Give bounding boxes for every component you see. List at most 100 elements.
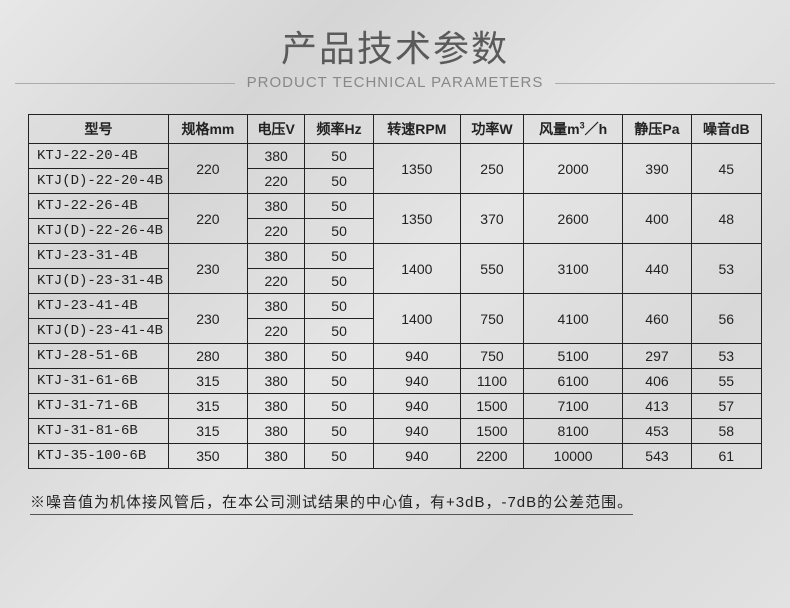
cell-spec: 315	[169, 369, 248, 394]
cell-rpm: 1400	[373, 294, 460, 344]
col-static: 静压Pa	[623, 115, 691, 144]
footnote: ※噪音值为机体接风管后，在本公司测试结果的中心值，有+3dB，-7dB的公差范围…	[30, 477, 633, 515]
cell-noise: 57	[691, 394, 761, 419]
cell-rpm: 940	[373, 369, 460, 394]
table-row: KTJ-28-51-6B28038050940750510029753	[29, 344, 762, 369]
cell-freq: 50	[305, 394, 373, 419]
cell-static: 400	[623, 194, 691, 244]
cell-model: KTJ-28-51-6B	[29, 344, 169, 369]
cell-freq: 50	[305, 344, 373, 369]
cell-model: KTJ-23-41-4B	[29, 294, 169, 319]
cell-spec: 280	[169, 344, 248, 369]
cell-power: 750	[461, 294, 524, 344]
cell-voltage: 220	[247, 269, 305, 294]
cell-power: 1100	[461, 369, 524, 394]
cell-model: KTJ-35-100-6B	[29, 444, 169, 469]
cell-freq: 50	[305, 144, 373, 169]
cell-freq: 50	[305, 369, 373, 394]
cell-noise: 48	[691, 194, 761, 244]
cell-voltage: 380	[247, 344, 305, 369]
table-row: KTJ-22-20-4B220380501350250200039045	[29, 144, 762, 169]
cell-freq: 50	[305, 169, 373, 194]
cell-airflow: 7100	[523, 394, 622, 419]
cell-model: KTJ(D)-23-41-4B	[29, 319, 169, 344]
cell-model: KTJ(D)-22-26-4B	[29, 219, 169, 244]
cell-model: KTJ-31-81-6B	[29, 419, 169, 444]
col-noise: 噪音dB	[691, 115, 761, 144]
cell-spec: 220	[169, 144, 248, 194]
cell-power: 1500	[461, 394, 524, 419]
cell-freq: 50	[305, 419, 373, 444]
cell-rpm: 940	[373, 444, 460, 469]
cell-power: 550	[461, 244, 524, 294]
cell-static: 413	[623, 394, 691, 419]
table-row: KTJ-31-81-6B315380509401500810045358	[29, 419, 762, 444]
cell-voltage: 380	[247, 144, 305, 169]
cell-power: 2200	[461, 444, 524, 469]
cell-model: KTJ-22-26-4B	[29, 194, 169, 219]
cell-voltage: 380	[247, 294, 305, 319]
cell-voltage: 380	[247, 369, 305, 394]
cell-freq: 50	[305, 444, 373, 469]
cell-noise: 55	[691, 369, 761, 394]
cell-freq: 50	[305, 294, 373, 319]
cell-airflow: 8100	[523, 419, 622, 444]
cell-airflow: 4100	[523, 294, 622, 344]
cell-voltage: 220	[247, 169, 305, 194]
cell-power: 250	[461, 144, 524, 194]
col-spec: 规格mm	[169, 115, 248, 144]
cell-voltage: 380	[247, 194, 305, 219]
cell-voltage: 380	[247, 419, 305, 444]
cell-noise: 45	[691, 144, 761, 194]
cell-freq: 50	[305, 244, 373, 269]
cell-static: 297	[623, 344, 691, 369]
cell-noise: 53	[691, 344, 761, 369]
cell-spec: 350	[169, 444, 248, 469]
cell-spec: 230	[169, 294, 248, 344]
cell-noise: 56	[691, 294, 761, 344]
cell-model: KTJ-31-61-6B	[29, 369, 169, 394]
cell-rpm: 940	[373, 419, 460, 444]
cell-noise: 58	[691, 419, 761, 444]
cell-static: 440	[623, 244, 691, 294]
col-airflow: 风量m3／h	[523, 115, 622, 144]
cell-model: KTJ(D)-23-31-4B	[29, 269, 169, 294]
cell-airflow: 2000	[523, 144, 622, 194]
table-container: 型号 规格mm 电压V 频率Hz 转速RPM 功率W 风量m3／h 静压Pa 噪…	[0, 102, 790, 477]
cell-voltage: 380	[247, 394, 305, 419]
cell-model: KTJ(D)-22-20-4B	[29, 169, 169, 194]
cell-static: 543	[623, 444, 691, 469]
table-header-row: 型号 规格mm 电压V 频率Hz 转速RPM 功率W 风量m3／h 静压Pa 噪…	[29, 115, 762, 144]
cell-spec: 315	[169, 419, 248, 444]
cell-spec: 220	[169, 194, 248, 244]
col-power: 功率W	[461, 115, 524, 144]
col-voltage: 电压V	[247, 115, 305, 144]
col-freq: 频率Hz	[305, 115, 373, 144]
col-model: 型号	[29, 115, 169, 144]
cell-static: 406	[623, 369, 691, 394]
table-row: KTJ-23-31-4B230380501400550310044053	[29, 244, 762, 269]
title-chinese: 产品技术参数	[0, 20, 790, 72]
cell-freq: 50	[305, 319, 373, 344]
table-row: KTJ-31-71-6B315380509401500710041357	[29, 394, 762, 419]
cell-power: 1500	[461, 419, 524, 444]
cell-voltage: 380	[247, 444, 305, 469]
table-row: KTJ-35-100-6B3503805094022001000054361	[29, 444, 762, 469]
cell-power: 750	[461, 344, 524, 369]
table-row: KTJ-31-61-6B315380509401100610040655	[29, 369, 762, 394]
cell-voltage: 220	[247, 219, 305, 244]
cell-static: 453	[623, 419, 691, 444]
cell-model: KTJ-31-71-6B	[29, 394, 169, 419]
cell-spec: 315	[169, 394, 248, 419]
col-rpm: 转速RPM	[373, 115, 460, 144]
parameters-table: 型号 规格mm 电压V 频率Hz 转速RPM 功率W 风量m3／h 静压Pa 噪…	[28, 114, 762, 469]
title-english: PRODUCT TECHNICAL PARAMETERS	[247, 74, 544, 91]
cell-rpm: 940	[373, 394, 460, 419]
cell-rpm: 940	[373, 344, 460, 369]
cell-rpm: 1350	[373, 144, 460, 194]
cell-voltage: 380	[247, 244, 305, 269]
cell-freq: 50	[305, 219, 373, 244]
cell-model: KTJ-22-20-4B	[29, 144, 169, 169]
cell-airflow: 3100	[523, 244, 622, 294]
cell-static: 390	[623, 144, 691, 194]
